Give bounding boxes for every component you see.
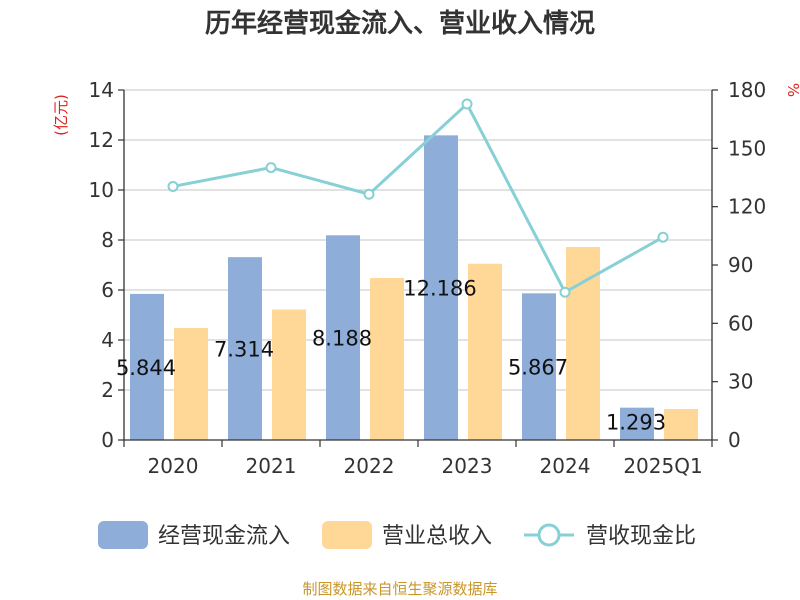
legend-item-ratio: 营收现金比	[524, 523, 696, 549]
left-tick-label: 4	[101, 328, 114, 352]
x-tick-label: 2021	[246, 454, 297, 478]
right-tick-label: 30	[728, 370, 753, 394]
bar-revenue	[566, 247, 600, 440]
ratio-line	[172, 101, 664, 295]
ratio-point	[363, 188, 375, 200]
legend-item-cash-inflow: 经营现金流入	[98, 521, 290, 549]
ratio-point	[657, 231, 669, 243]
bar-revenue	[468, 263, 502, 440]
left-tick-label: 6	[101, 278, 114, 302]
right-axis-unit: %	[784, 83, 800, 97]
bar-data-label: 7.314	[214, 338, 274, 362]
x-tick-label: 2022	[344, 454, 395, 478]
left-tick-label: 10	[89, 178, 114, 202]
left-axis-ticks: 0 2 4 6 8 10 12 14	[89, 78, 124, 452]
bar-series	[130, 135, 698, 440]
bar-revenue	[370, 278, 404, 440]
bar-revenue	[174, 328, 208, 440]
data-labels: 5.844 7.314 8.188 12.186 5.867 1.293	[116, 277, 666, 435]
ratio-point	[461, 98, 473, 110]
legend-item-revenue: 营业总收入	[322, 521, 492, 549]
axes	[123, 90, 713, 441]
left-tick-label: 2	[101, 378, 114, 402]
legend-swatch-ratio-marker	[537, 523, 561, 547]
left-tick-label: 12	[89, 128, 114, 152]
bar-data-label: 1.293	[606, 411, 666, 435]
ratio-point	[265, 162, 277, 174]
chart-title: 历年经营现金流入、营业收入情况	[205, 8, 595, 39]
bar-cash-inflow	[228, 257, 262, 440]
right-tick-label: 90	[728, 253, 753, 277]
bar-data-label: 5.844	[116, 356, 176, 380]
bar-data-label: 12.186	[403, 277, 476, 301]
right-tick-label: 120	[728, 195, 766, 219]
left-axis-unit: (亿元)	[52, 94, 70, 136]
legend-label-ratio: 营收现金比	[586, 524, 696, 549]
bar-cash-inflow	[326, 235, 360, 440]
gridlines	[124, 89, 712, 391]
x-tick-label: 2024	[540, 454, 591, 478]
bar-data-label: 8.188	[312, 327, 372, 351]
bar-data-label: 5.867	[508, 356, 568, 380]
legend-label-cash-inflow: 经营现金流入	[158, 524, 290, 549]
x-tick-label: 2025Q1	[623, 454, 702, 478]
right-tick-label: 180	[728, 78, 766, 102]
bar-cash-inflow	[620, 407, 654, 440]
bar-revenue	[272, 309, 306, 440]
bar-cash-inflow	[130, 293, 164, 440]
ratio-point	[167, 180, 179, 192]
ratio-point	[559, 286, 571, 298]
x-tick-label: 2023	[442, 454, 493, 478]
right-axis-ticks: 0 30 60 90 120 150 180	[712, 78, 766, 452]
x-axis-ticks: 2020 2021 2022 2023 2024 2025Q1	[123, 440, 713, 478]
x-tick-label: 2020	[148, 454, 199, 478]
legend-swatch-revenue	[322, 521, 372, 549]
left-tick-label: 14	[89, 78, 114, 102]
right-tick-label: 60	[728, 311, 753, 335]
left-tick-label: 0	[101, 428, 114, 452]
bar-cash-inflow	[424, 135, 458, 440]
left-tick-label: 8	[101, 228, 114, 252]
right-tick-label: 0	[728, 428, 741, 452]
right-tick-label: 150	[728, 136, 766, 160]
source-note: 制图数据来自恒生聚源数据库	[302, 580, 497, 598]
legend-label-revenue: 营业总收入	[382, 524, 492, 549]
bar-revenue	[664, 409, 698, 440]
ratio-line-series	[167, 98, 669, 298]
bar-cash-inflow	[522, 293, 556, 440]
legend: 经营现金流入 营业总收入 营收现金比	[98, 521, 696, 549]
legend-swatch-cash-inflow	[98, 521, 148, 549]
